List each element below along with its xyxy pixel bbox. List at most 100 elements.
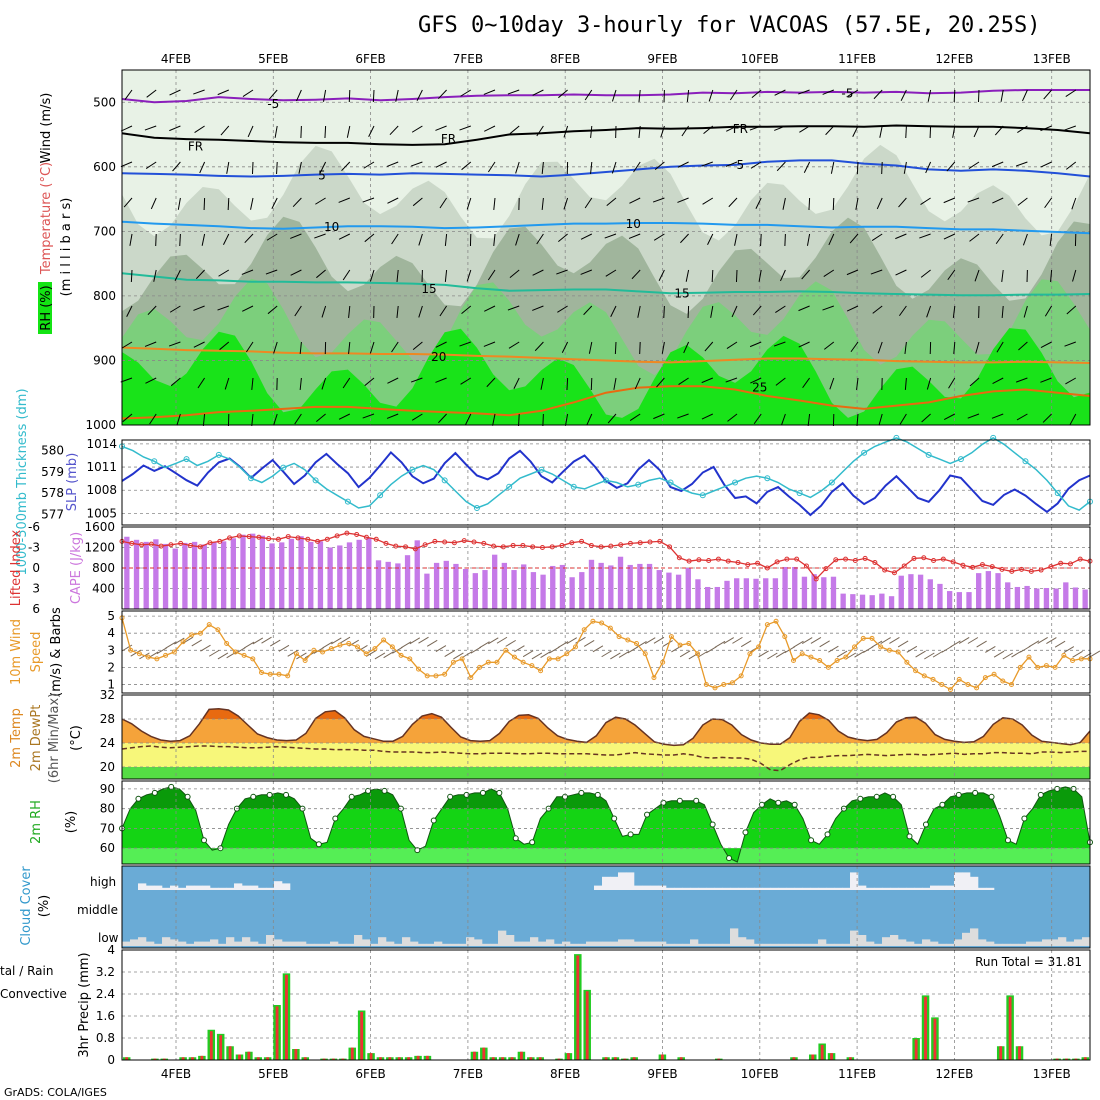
- cloud-bar-low: [882, 937, 891, 946]
- cape-bar: [492, 554, 498, 609]
- cape-bar: [646, 563, 653, 609]
- wind-barb: [120, 125, 133, 132]
- precip-conv-bar: [1083, 1057, 1087, 1060]
- wind-marker: [450, 659, 456, 665]
- rh-marker: [972, 789, 979, 796]
- wind-barb: [611, 89, 617, 102]
- wind-barb: [1071, 197, 1077, 210]
- cape-bar: [366, 537, 372, 609]
- slp-tick-label: 1011: [86, 460, 117, 474]
- wind-barb: [1046, 637, 1057, 644]
- lifted-marker: [989, 564, 995, 570]
- cloud-bar-high: [170, 885, 179, 890]
- lifted-tick-label: -3: [28, 541, 40, 555]
- wind-barb: [905, 125, 907, 139]
- wind-barb: [170, 377, 181, 387]
- cape-bar: [385, 561, 391, 609]
- wind-barb: [439, 305, 448, 317]
- thickness-marker: [506, 483, 513, 490]
- wind-barb: [177, 197, 181, 210]
- cape-bar: [356, 539, 362, 609]
- wind-barb: [250, 197, 254, 210]
- rh-marker: [824, 831, 831, 838]
- cloud-bar-low: [362, 939, 371, 946]
- wind-barb: [628, 233, 641, 239]
- x-tick-label-top: 10FEB: [741, 52, 779, 66]
- rh-marker: [775, 799, 782, 806]
- wind-tick-label: 3: [107, 643, 115, 657]
- wind-barb: [346, 125, 351, 138]
- temp-frame: [121, 694, 1091, 780]
- wind-barb: [780, 413, 786, 426]
- lifted-tick-label: 0: [32, 561, 40, 575]
- cloud-bar-low: [474, 939, 483, 946]
- cape-tick-label: 400: [92, 582, 115, 596]
- cloud-bar-high: [698, 887, 707, 890]
- rh-marker: [365, 787, 372, 794]
- wind-marker: [416, 666, 422, 672]
- precip-conv-bar: [125, 1057, 129, 1060]
- wind-barb: [372, 89, 375, 103]
- wind-barb: [331, 637, 342, 645]
- cloud-bar-low: [786, 943, 795, 946]
- y-tick-label: 800: [93, 289, 116, 303]
- wind-barb: [714, 640, 726, 648]
- cloud-bar-low: [394, 943, 403, 946]
- wind-barb: [836, 650, 848, 658]
- rh-marker: [693, 797, 700, 804]
- wind-marker: [189, 632, 195, 638]
- precip-tick-label: 3.2: [96, 965, 115, 979]
- wind-barb: [1064, 341, 1076, 347]
- wind-barb: [802, 377, 811, 389]
- wind-marker: [407, 656, 413, 662]
- wind-barb: [410, 161, 423, 167]
- wind-barb: [144, 125, 157, 131]
- isotherm-line: [121, 220, 1091, 235]
- wind-barb: [1002, 652, 1014, 660]
- wind-marker: [756, 644, 762, 650]
- wind-barb: [711, 269, 714, 283]
- wind-barb: [895, 269, 907, 276]
- wind-marker: [197, 630, 203, 636]
- wind-marker: [668, 634, 674, 640]
- wind-barb: [995, 233, 1004, 245]
- wind-marker: [1009, 681, 1015, 687]
- rh-marker: [988, 793, 995, 800]
- wind-barb: [300, 125, 302, 139]
- wind-barb: [396, 305, 399, 318]
- wind-barb: [832, 197, 835, 211]
- cloud-bar-high: [786, 887, 795, 890]
- cape-bar: [608, 565, 614, 609]
- wind-barb: [266, 233, 278, 241]
- wind-barb: [558, 89, 568, 99]
- lifted-marker: [755, 560, 761, 566]
- cloud-bar-low: [410, 941, 419, 946]
- wind-marker: [276, 671, 282, 677]
- rh-marker: [266, 791, 273, 798]
- wind-barb: [605, 269, 617, 277]
- wind-barb: [943, 233, 956, 240]
- wind-barb: [1016, 413, 1028, 421]
- wind-barb: [242, 89, 254, 98]
- rh-marker: [1037, 791, 1044, 798]
- cloud-bar-low: [674, 943, 683, 946]
- lifted-marker: [696, 557, 702, 563]
- cloud-bar-low: [962, 932, 971, 946]
- wind-barb: [251, 413, 254, 426]
- cloud-bar-low: [194, 941, 203, 946]
- lifted-marker: [354, 532, 360, 538]
- wind-barb: [976, 640, 987, 648]
- cloud-bar-high: [674, 887, 683, 890]
- wind-barb: [898, 305, 907, 317]
- cape-tick-label: 1200: [84, 541, 115, 555]
- cloud-bar-low: [858, 935, 867, 946]
- wind-barb: [658, 269, 665, 281]
- wind-barb: [549, 646, 560, 654]
- cloud-bar-high: [650, 885, 659, 890]
- wind-barb: [731, 305, 738, 318]
- wind-barb: [564, 413, 569, 426]
- thickness-marker: [441, 477, 448, 484]
- wind-barb: [409, 637, 421, 645]
- wind-barb: [775, 305, 786, 313]
